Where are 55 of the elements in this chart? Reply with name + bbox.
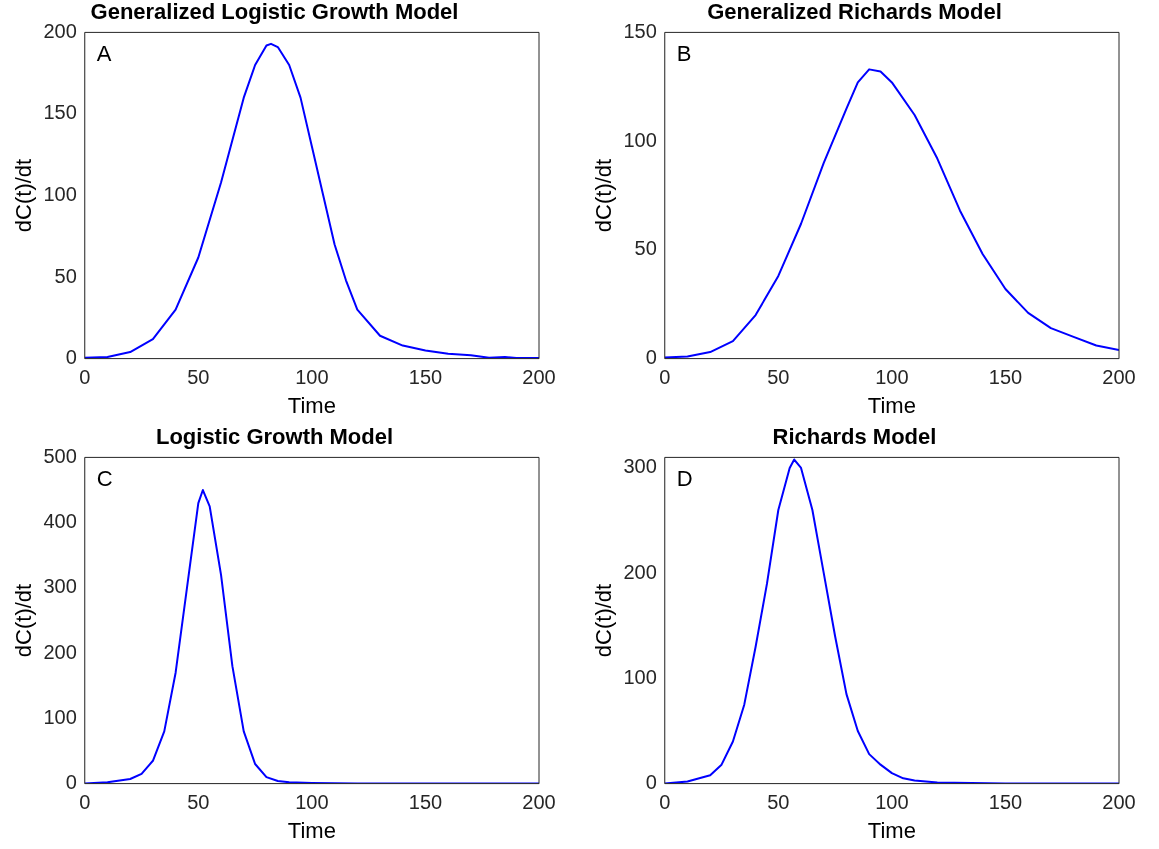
x-tick-label: 100 (875, 791, 909, 814)
x-axis-title: Time (867, 392, 916, 418)
y-tick-label: 300 (43, 575, 77, 598)
y-axis-title: dC(t)/dt (11, 583, 37, 658)
x-axis-title: Time (287, 817, 336, 843)
y-tick-label: 150 (43, 101, 77, 124)
y-tick-label: 500 (43, 444, 77, 467)
x-axis-title: Time (867, 817, 916, 843)
x-tick-label: 0 (659, 366, 671, 389)
y-tick-label: 0 (65, 346, 77, 369)
y-axis-title: dC(t)/dt (591, 583, 617, 658)
y-tick-label: 200 (43, 19, 77, 42)
x-tick-label: 200 (522, 366, 556, 389)
x-tick-label: 200 (522, 791, 556, 814)
y-tick-label: 100 (43, 183, 77, 206)
y-tick-label: 100 (623, 128, 657, 151)
x-tick-label: 50 (767, 366, 790, 389)
y-tick-label: 0 (645, 771, 657, 794)
y-axis-title: dC(t)/dt (11, 158, 37, 233)
y-tick-label: 0 (645, 346, 657, 369)
y-tick-label: 400 (43, 510, 77, 533)
y-tick-label: 300 (623, 455, 657, 478)
chart-title: Generalized Logistic Growth Model (90, 0, 459, 25)
x-tick-label: 200 (1102, 366, 1136, 389)
x-tick-label: 150 (408, 366, 443, 389)
annotation: D (676, 466, 693, 492)
y-tick-label: 50 (54, 264, 77, 287)
y-tick-label: 100 (43, 705, 77, 728)
x-tick-label: 0 (79, 366, 91, 389)
y-axis-title: dC(t)/dt (591, 158, 617, 233)
y-tick-label: 0 (65, 771, 77, 794)
annotation: A (96, 41, 112, 67)
x-tick-label: 150 (988, 791, 1023, 814)
x-tick-label: 150 (408, 791, 443, 814)
annotation: B (676, 41, 692, 67)
x-tick-label: 100 (875, 366, 909, 389)
x-tick-label: 0 (659, 791, 671, 814)
chart-title: Logistic Growth Model (155, 424, 394, 450)
y-tick-label: 200 (43, 640, 77, 663)
x-tick-label: 50 (767, 791, 790, 814)
annotation: C (96, 466, 113, 492)
x-tick-label: 150 (988, 366, 1023, 389)
x-tick-label: 50 (187, 791, 210, 814)
chart-title: Generalized Richards Model (707, 0, 1002, 25)
y-tick-label: 50 (634, 237, 657, 260)
x-tick-label: 0 (79, 791, 91, 814)
chart-title: Richards Model (772, 424, 937, 450)
y-tick-label: 200 (623, 560, 657, 583)
y-tick-label: 100 (623, 665, 657, 688)
x-tick-label: 100 (295, 791, 329, 814)
x-axis-title: Time (287, 392, 336, 418)
y-tick-label: 150 (623, 19, 657, 42)
x-tick-label: 200 (1102, 791, 1136, 814)
x-tick-label: 100 (295, 366, 329, 389)
x-tick-label: 50 (187, 366, 210, 389)
